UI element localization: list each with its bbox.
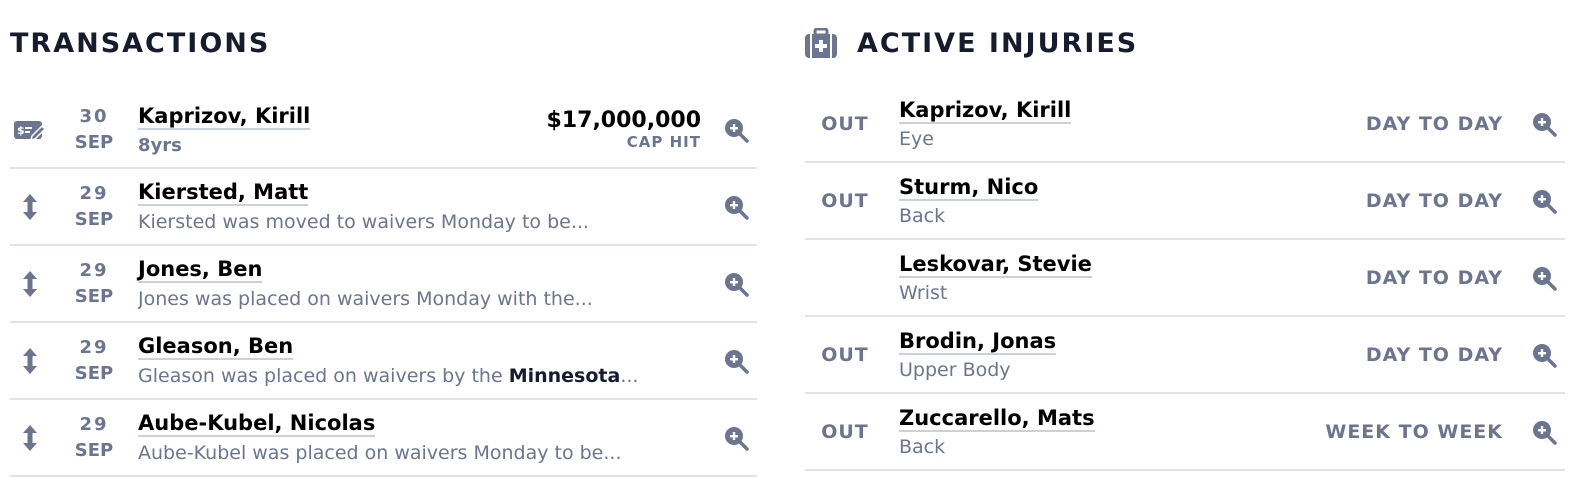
transaction-date: 29 SEP: [74, 259, 114, 307]
player-link[interactable]: Leskovar, Stevie: [899, 251, 1092, 278]
injury-row: OUT Kaprizov, Kirill Eye DAY TO DAY: [805, 86, 1565, 163]
injury-body-part: Upper Body: [899, 358, 1011, 381]
injury-row: OUT Zuccarello, Mats Back WEEK TO WEEK: [805, 394, 1565, 471]
contract-length: 8yrs: [138, 134, 182, 156]
transaction-row: 29 SEP Jones, Ben Jones was placed on waive…: [10, 246, 757, 323]
player-link[interactable]: Kaprizov, Kirill: [138, 103, 311, 130]
injury-status: OUT: [821, 189, 869, 212]
transaction-description: Aube-Kubel was placed on waivers Monday …: [138, 442, 622, 464]
transaction-date: 29 SEP: [74, 336, 114, 384]
zoom-in-icon[interactable]: [1523, 265, 1565, 291]
transaction-description: Gleason was placed on waivers by the Min…: [138, 365, 639, 387]
zoom-in-icon[interactable]: [1523, 419, 1565, 445]
zoom-in-icon[interactable]: [715, 425, 757, 451]
svg-text:$: $: [17, 124, 25, 137]
up-down-arrow-icon: [10, 347, 50, 374]
zoom-in-icon[interactable]: [715, 348, 757, 374]
zoom-in-icon[interactable]: [715, 194, 757, 220]
injury-duration: DAY TO DAY: [1365, 189, 1503, 212]
zoom-in-icon[interactable]: [1523, 188, 1565, 214]
injury-row: Leskovar, Stevie Wrist DAY TO DAY: [805, 240, 1565, 317]
player-link[interactable]: Sturm, Nico: [899, 174, 1039, 201]
up-down-arrow-icon: [10, 193, 50, 220]
injury-body-part: Back: [899, 435, 946, 458]
injury-status: OUT: [821, 343, 869, 366]
cap-hit: $17,000,000 CAP HIT: [546, 108, 701, 151]
player-link[interactable]: Jones, Ben: [138, 257, 263, 283]
transactions-title: TRANSACTIONS: [10, 27, 271, 59]
transaction-row: $30 SEP Kaprizov, Kirill 8yrs $17,000,000 CAP…: [10, 92, 757, 169]
injury-body-part: Wrist: [899, 281, 948, 304]
transaction-description: Kiersted was moved to waivers Monday to …: [138, 211, 589, 233]
transaction-row: 29 SEP Kiersted, Matt Kiersted was moved to…: [10, 169, 757, 246]
player-link[interactable]: Brodin, Jonas: [899, 328, 1057, 355]
transaction-description: Jones was placed on waivers Monday with …: [138, 288, 593, 310]
transaction-date: 29 SEP: [74, 413, 114, 461]
team-link[interactable]: Minnesota: [508, 365, 621, 387]
player-link[interactable]: Zuccarello, Mats: [899, 405, 1095, 432]
injury-duration: DAY TO DAY: [1365, 266, 1503, 289]
up-down-arrow-icon: [10, 424, 50, 451]
up-down-arrow-icon: [10, 270, 50, 297]
injury-status: OUT: [821, 420, 869, 443]
injury-body-part: Eye: [899, 127, 934, 150]
injury-row: OUT Brodin, Jonas Upper Body DAY TO DAY: [805, 317, 1565, 394]
injuries-panel: ACTIVE INJURIES OUT Kaprizov, Kirill Eye DA…: [805, 0, 1565, 471]
zoom-in-icon[interactable]: [715, 271, 757, 297]
zoom-in-icon[interactable]: [715, 117, 757, 143]
transaction-date: 29 SEP: [74, 182, 114, 230]
injury-duration: DAY TO DAY: [1365, 112, 1503, 135]
injuries-title: ACTIVE INJURIES: [857, 27, 1139, 59]
injury-duration: DAY TO DAY: [1365, 343, 1503, 366]
player-link[interactable]: Kiersted, Matt: [138, 180, 309, 206]
injuries-header: ACTIVE INJURIES: [805, 0, 1565, 86]
injury-body-part: Back: [899, 204, 946, 227]
injury-duration: WEEK TO WEEK: [1325, 420, 1503, 443]
transaction-row: 29 SEP Gleason, Ben Gleason was placed on w…: [10, 323, 757, 400]
player-link[interactable]: Kaprizov, Kirill: [899, 97, 1072, 124]
transaction-row: 29 SEP Aube-Kubel, Nicolas Aube-Kubel was p…: [10, 400, 757, 477]
transactions-panel: TRANSACTIONS $30 SEP Kaprizov, Kirill 8yrs $…: [10, 0, 757, 477]
player-link[interactable]: Aube-Kubel, Nicolas: [138, 411, 376, 437]
zoom-in-icon[interactable]: [1523, 111, 1565, 137]
medical-kit-icon: [805, 28, 837, 58]
player-link[interactable]: Gleason, Ben: [138, 334, 294, 360]
zoom-in-icon[interactable]: [1523, 342, 1565, 368]
injury-status: OUT: [821, 112, 869, 135]
contract-icon: $: [10, 119, 50, 141]
injury-row: OUT Sturm, Nico Back DAY TO DAY: [805, 163, 1565, 240]
transaction-date: 30 SEP: [74, 105, 114, 153]
